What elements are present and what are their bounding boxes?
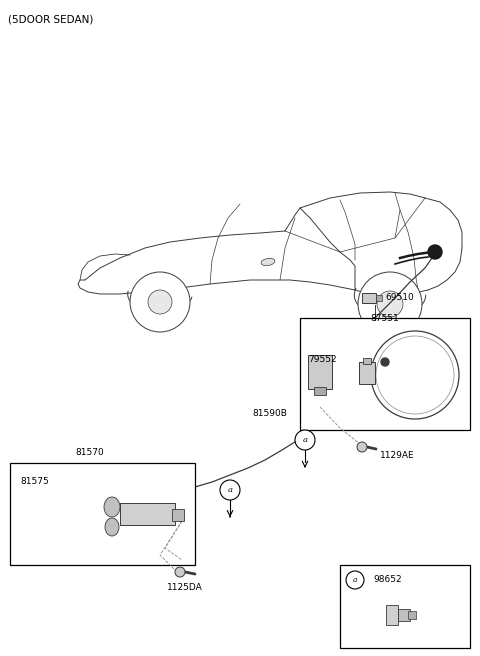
Bar [359, 362, 375, 384]
Text: a: a [353, 577, 357, 584]
Text: (5DOOR SEDAN): (5DOOR SEDAN) [8, 14, 94, 24]
Bar [172, 509, 184, 521]
Text: 98652: 98652 [373, 575, 402, 584]
Text: 81575: 81575 [20, 478, 49, 487]
Circle shape [357, 442, 367, 452]
Ellipse shape [104, 497, 120, 517]
Circle shape [358, 272, 422, 336]
Text: 1125DA: 1125DA [167, 583, 203, 592]
Circle shape [130, 272, 190, 332]
Text: 81590B: 81590B [252, 409, 287, 417]
Bar [408, 611, 416, 619]
Circle shape [376, 336, 454, 414]
Bar [120, 503, 175, 525]
Ellipse shape [105, 518, 119, 536]
Bar [10, 463, 195, 565]
Bar [340, 565, 470, 648]
Bar [398, 609, 410, 621]
Circle shape [295, 430, 315, 450]
Bar [300, 318, 470, 430]
Ellipse shape [261, 258, 275, 266]
Text: a: a [228, 487, 232, 495]
Text: 1129AE: 1129AE [380, 451, 415, 459]
Circle shape [371, 331, 459, 419]
Bar [362, 293, 376, 303]
Text: 69510: 69510 [385, 293, 414, 302]
Text: 87551: 87551 [370, 314, 399, 323]
Circle shape [428, 245, 442, 259]
Circle shape [377, 291, 403, 317]
Circle shape [148, 290, 172, 314]
Bar [363, 358, 371, 364]
Bar [376, 295, 382, 301]
Text: a: a [302, 436, 308, 445]
Text: 79552: 79552 [308, 356, 336, 365]
Bar [386, 605, 398, 625]
Text: 81570: 81570 [75, 448, 104, 457]
Circle shape [346, 571, 364, 589]
Bar [314, 387, 326, 395]
Circle shape [175, 567, 185, 577]
Bar [308, 355, 332, 389]
Circle shape [220, 480, 240, 500]
Circle shape [381, 358, 389, 366]
